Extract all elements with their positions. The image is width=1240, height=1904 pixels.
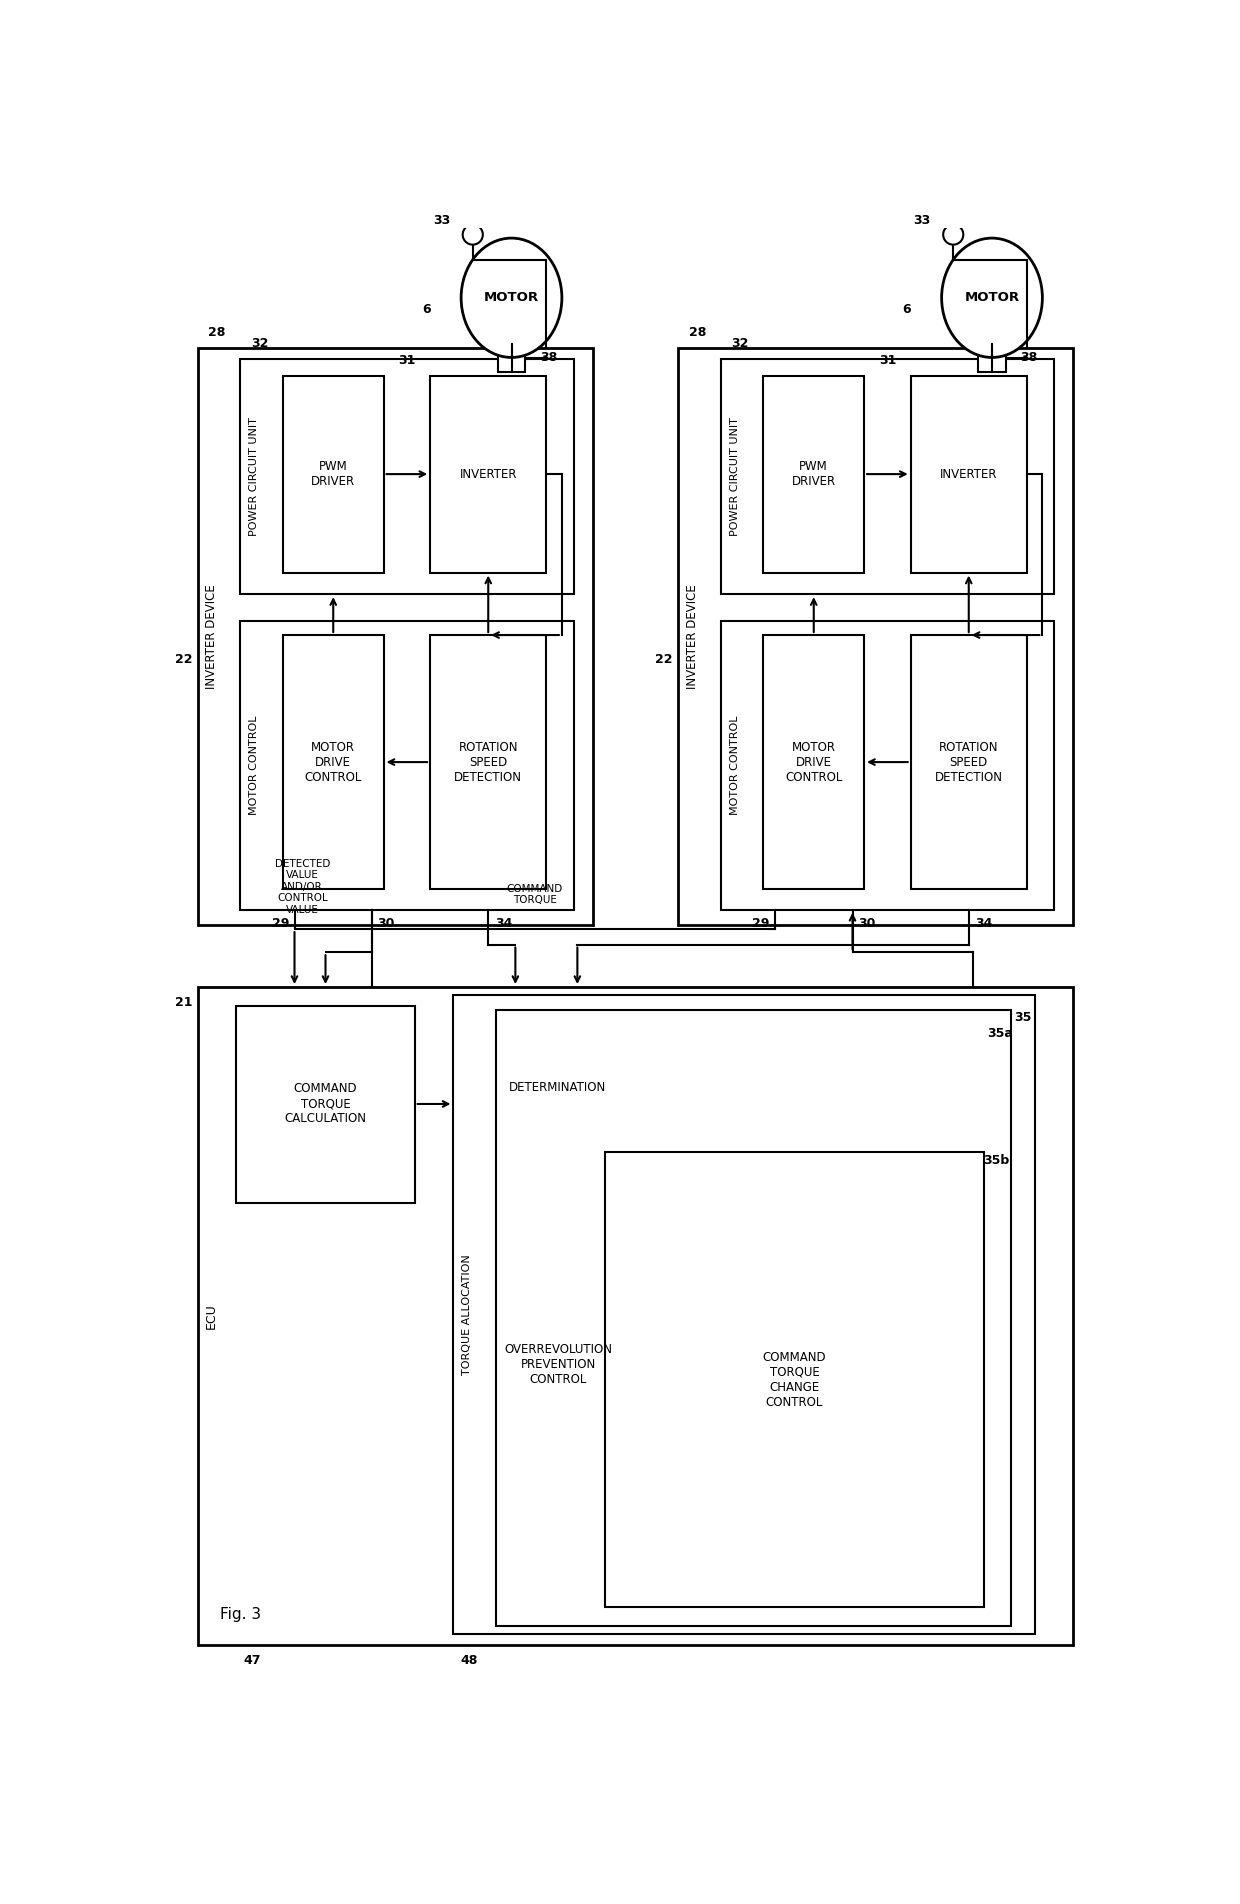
Ellipse shape xyxy=(941,238,1043,358)
Text: MOTOR
DRIVE
CONTROL: MOTOR DRIVE CONTROL xyxy=(785,741,842,784)
Bar xyxy=(910,377,1027,573)
Text: ROTATION
SPEED
DETECTION: ROTATION SPEED DETECTION xyxy=(935,741,1003,784)
Text: 33: 33 xyxy=(433,215,450,227)
Text: DETECTED
VALUE
AND/OR
CONTROL
VALUE: DETECTED VALUE AND/OR CONTROL VALUE xyxy=(274,859,330,916)
Text: POWER CIRCUIT UNIT: POWER CIRCUIT UNIT xyxy=(249,417,259,535)
Bar xyxy=(678,348,1074,925)
Text: COMMAND
TORQUE
CALCULATION: COMMAND TORQUE CALCULATION xyxy=(284,1083,367,1125)
Circle shape xyxy=(944,225,963,244)
Text: 35a: 35a xyxy=(987,1026,1013,1040)
Text: Fig. 3: Fig. 3 xyxy=(219,1607,260,1622)
Text: 35: 35 xyxy=(1014,1011,1032,1024)
Bar xyxy=(496,1009,1012,1626)
Bar xyxy=(764,377,864,573)
Text: MOTOR
DRIVE
CONTROL: MOTOR DRIVE CONTROL xyxy=(305,741,362,784)
Text: ROTATION
SPEED
DETECTION: ROTATION SPEED DETECTION xyxy=(454,741,522,784)
Bar xyxy=(720,360,1054,594)
Text: MOTOR CONTROL: MOTOR CONTROL xyxy=(249,716,259,815)
Bar xyxy=(720,621,1054,910)
Text: DETERMINATION: DETERMINATION xyxy=(510,1081,606,1093)
Text: COMMAND
TORQUE
CHANGE
CONTROL: COMMAND TORQUE CHANGE CONTROL xyxy=(763,1350,826,1409)
Bar xyxy=(454,994,1034,1634)
Text: 38: 38 xyxy=(1021,352,1038,364)
Bar xyxy=(197,348,593,925)
Text: COMMAND
TORQUE: COMMAND TORQUE xyxy=(507,883,563,904)
Bar xyxy=(497,345,526,371)
Text: ECU: ECU xyxy=(205,1302,218,1329)
Text: PWM
DRIVER: PWM DRIVER xyxy=(311,461,356,487)
Text: MOTOR: MOTOR xyxy=(965,291,1019,305)
Bar xyxy=(430,636,547,889)
Text: 6: 6 xyxy=(903,303,911,316)
Text: 48: 48 xyxy=(460,1655,477,1668)
Bar xyxy=(197,986,1074,1645)
Text: 35b: 35b xyxy=(983,1154,1009,1167)
Text: 6: 6 xyxy=(422,303,430,316)
Text: INVERTER DEVICE: INVERTER DEVICE xyxy=(205,585,218,689)
Text: 22: 22 xyxy=(656,653,673,666)
Text: MOTOR CONTROL: MOTOR CONTROL xyxy=(729,716,740,815)
Text: 31: 31 xyxy=(398,354,415,367)
Text: 33: 33 xyxy=(914,215,931,227)
Bar xyxy=(978,345,1006,371)
Text: INVERTER DEVICE: INVERTER DEVICE xyxy=(686,585,698,689)
Text: MOTOR: MOTOR xyxy=(484,291,539,305)
Text: 29: 29 xyxy=(272,918,289,931)
Text: POWER CIRCUIT UNIT: POWER CIRCUIT UNIT xyxy=(729,417,740,535)
Text: 31: 31 xyxy=(879,354,897,367)
Text: 28: 28 xyxy=(208,326,226,339)
Text: 28: 28 xyxy=(688,326,707,339)
Bar xyxy=(283,377,383,573)
Text: 32: 32 xyxy=(732,337,749,350)
Bar xyxy=(430,377,547,573)
Bar xyxy=(910,636,1027,889)
Bar xyxy=(283,636,383,889)
Bar xyxy=(237,1005,414,1203)
Text: 29: 29 xyxy=(753,918,770,931)
Circle shape xyxy=(463,225,482,244)
Bar xyxy=(241,360,573,594)
Text: 30: 30 xyxy=(858,918,875,931)
Text: 30: 30 xyxy=(377,918,394,931)
Ellipse shape xyxy=(461,238,562,358)
Text: 32: 32 xyxy=(250,337,268,350)
Text: 22: 22 xyxy=(175,653,192,666)
Text: OVERREVOLUTION
PREVENTION
CONTROL: OVERREVOLUTION PREVENTION CONTROL xyxy=(503,1342,613,1386)
Text: 34: 34 xyxy=(495,918,512,931)
Text: 21: 21 xyxy=(175,996,192,1009)
Text: 47: 47 xyxy=(243,1655,260,1668)
Text: 38: 38 xyxy=(541,352,557,364)
Text: 34: 34 xyxy=(976,918,993,931)
Text: PWM
DRIVER: PWM DRIVER xyxy=(791,461,836,487)
Text: INVERTER: INVERTER xyxy=(940,468,997,480)
Bar xyxy=(605,1152,985,1607)
Text: TORQUE ALLOCATION: TORQUE ALLOCATION xyxy=(463,1255,472,1375)
Bar xyxy=(241,621,573,910)
Text: INVERTER: INVERTER xyxy=(460,468,517,480)
Bar xyxy=(764,636,864,889)
